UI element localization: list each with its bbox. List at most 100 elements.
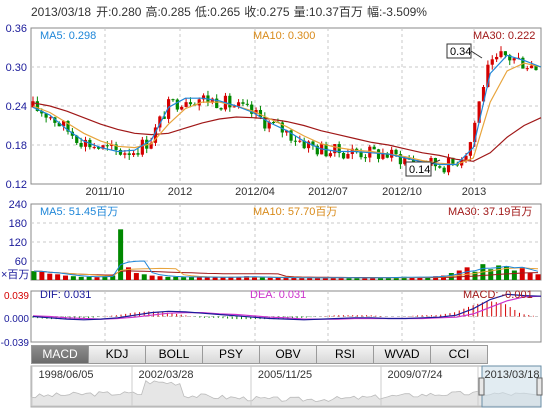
volume-bar [401,276,407,280]
candle-body [490,59,494,65]
navigator-date-labels: 1998/06/05 2002/03/28 2005/11/25 2009/07/24… [31,366,540,406]
candle-body [241,102,245,104]
macd-y-bottom: -0.039 [1,338,30,349]
volume-bar [425,276,431,280]
volume-bar [496,265,502,280]
volume-bar [511,270,517,280]
candle-body [114,144,118,150]
volume-bar [126,267,131,280]
tab-macd[interactable]: MACD [32,346,89,363]
price-x-tick: 2012/10 [382,186,422,198]
volume-y-tick: 60 [15,256,27,268]
volume-bar [393,277,399,280]
volume-bar [189,276,194,280]
candle-body [31,101,35,108]
volume-bar [433,276,439,280]
volume-moving-averages [33,260,539,279]
price-y-tick: 0.36 [6,23,27,35]
volume-y-tick: 240 [9,199,27,211]
candle-body [394,149,398,155]
candle-body [92,147,96,149]
header-quote: 2013/03/18 开:0.280 高:0.285 低:0.265 收:0.275 量:… [31,4,427,19]
price-ma30-legend: MA30: 0.222 [473,30,535,42]
indicator-tab-bar: MACD KDJ BOLL PSY OBV RSI WVAD CCI [31,345,488,364]
peak-callout-pointer [470,50,483,59]
volume-bar [204,277,210,280]
volume-bar [63,275,68,280]
volume-bar [165,276,171,280]
tab-rsi[interactable]: RSI [317,346,374,363]
tab-kdj[interactable]: KDJ [89,346,146,363]
volume-grid [31,204,541,280]
volume-ma10-legend: MA10: 57.70百万 [253,206,337,218]
volume-bar [346,278,352,280]
volume-bar [307,277,313,280]
volume-bar [118,229,124,280]
navigator-right-handle[interactable] [536,377,543,396]
volume-bar [338,277,344,280]
volume-bar [409,277,415,280]
candle-body [215,98,219,109]
candle-body [499,51,503,57]
candle-body [197,99,201,106]
candle-body [267,121,271,129]
price-x-tick: 2011/10 [86,186,125,198]
volume-bar [181,277,187,280]
macd-dif-legend: DIF: 0.031 [40,289,91,301]
candle-body [57,122,61,127]
candle-body [48,117,53,119]
volume-bar [173,276,179,280]
volume-bar [55,274,61,280]
candle-body [512,58,516,61]
macd-lines [32,293,542,321]
candle-body [302,140,306,149]
candle-body [341,152,346,159]
volume-bar [86,276,92,280]
volume-bar [220,277,226,280]
peak-callout: 0.34 [450,46,471,58]
candle-body [390,149,394,158]
candle-body [411,159,416,164]
tab-cci[interactable]: CCI [431,346,487,363]
volume-ma30-legend: MA30: 37.19百万 [448,206,532,218]
volume-bar [236,277,242,280]
tab-psy[interactable]: PSY [203,346,260,363]
volume-bar [267,277,273,280]
candle-body [101,145,105,149]
candle-body [280,122,284,133]
candle-body [123,153,127,155]
tab-boll[interactable]: BOLL [146,346,203,363]
volume-bar [212,277,218,280]
macd-dea-legend: DEA: 0.031 [250,289,306,301]
candle-body [363,157,368,159]
volume-bar [378,277,383,280]
candle-body [306,141,311,149]
price-x-tick: 2013 [462,186,486,198]
candle-body [162,116,166,119]
volume-bar [70,276,76,280]
volume-bar [535,274,541,280]
candle-body [271,121,276,123]
candle-body [236,102,241,107]
volume-bar [330,277,336,280]
volume-bar [504,266,509,280]
volume-ma5-line [33,260,539,279]
navigator-left-handle[interactable] [478,377,485,396]
volume-ma5-legend: MA5: 51.45百万 [40,206,118,218]
candle-body [477,101,481,123]
candle-body [503,51,507,56]
candle-body [337,144,341,153]
tab-wvad[interactable]: WVAD [374,346,431,363]
candle-body [149,142,153,149]
candle-body [105,145,109,147]
candle-body [166,99,171,119]
candle-body [385,153,389,158]
candle-body [40,110,44,114]
price-y-tick: 0.30 [6,62,27,74]
tab-obv[interactable]: OBV [260,346,317,363]
candle-body [62,121,66,127]
navigator-date-label: 2005/11/25 [258,369,312,381]
price-x-tick: 2012 [168,186,192,198]
candle-body [250,104,254,114]
candle-body [486,64,490,87]
